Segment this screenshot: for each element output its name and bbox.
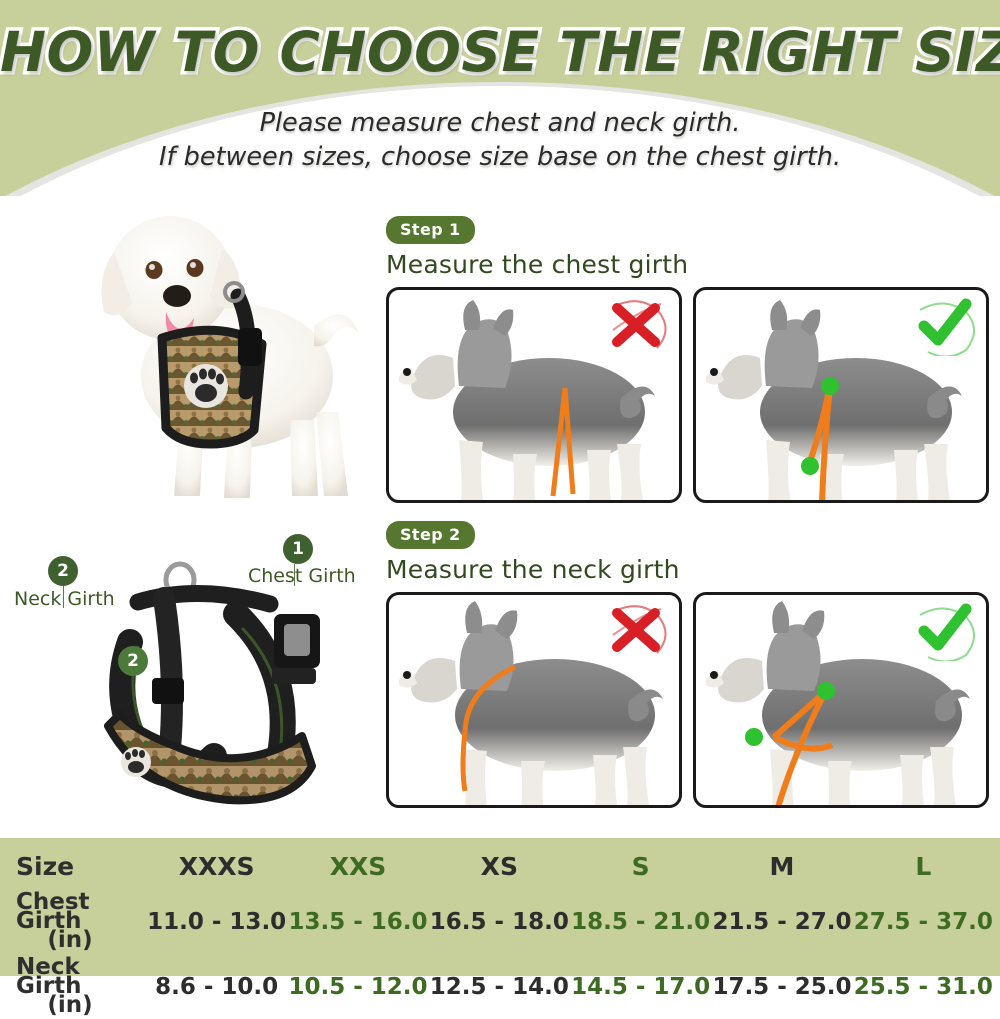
- dog-wearing-harness-photo: [101, 216, 358, 498]
- chest-girth-l: 27.5 - 37.0: [853, 908, 993, 935]
- row-label-neck-girth-text: Neck Girth: [16, 954, 82, 999]
- subtitle-line-1: Please measure chest and neck girth.: [259, 108, 741, 138]
- chest-girth-xs: 16.5 - 18.0: [429, 908, 569, 935]
- row-label-chest-girth: Chest Girth (in): [8, 889, 146, 954]
- step-1-pill: Step 1: [386, 216, 475, 244]
- chest-girth-xxs: 13.5 - 16.0: [288, 908, 428, 935]
- neck-girth-xxs: 10.5 - 12.0: [288, 973, 428, 1000]
- row-label-size: Size: [16, 852, 75, 881]
- neck-girth-xxxs: 8.6 - 10.0: [155, 973, 279, 1000]
- table-row-chest-girth: Chest Girth (in) 11.0 - 13.0 13.5 - 16.0…: [8, 889, 994, 954]
- row-label-neck-girth: Neck Girth (in): [8, 954, 146, 1019]
- step-2-block: Step 2 Measure the neck girth: [386, 521, 989, 808]
- row-label-chest-girth-text: Chest Girth: [16, 889, 90, 934]
- size-header-s: S: [631, 852, 650, 881]
- step-2-panel-row: [386, 592, 989, 808]
- header-banner: [0, 0, 1000, 196]
- page-title: HOW TO CHOOSE THE RIGHT SIZE: [0, 17, 1000, 88]
- product-column: [0, 180, 375, 830]
- chest-girth-s: 18.5 - 21.0: [571, 908, 711, 935]
- row-label-chest-girth-unit: (in): [47, 927, 93, 953]
- table-header-row: Size XXXS XXS XS S M L: [8, 848, 994, 889]
- measure-endpoint-dot: [821, 377, 839, 395]
- size-header-xs: XS: [480, 852, 518, 881]
- step-1-heading: Measure the chest girth: [386, 250, 689, 279]
- schnauzer-correct-chest-illustration: [705, 300, 962, 500]
- callout-badge-chest: 1: [283, 534, 313, 564]
- check-icon: [918, 603, 975, 661]
- step-2-pill: Step 2: [386, 521, 475, 549]
- size-header-m: M: [769, 852, 795, 881]
- neck-girth-m: 17.5 - 25.0: [712, 973, 852, 1000]
- callout-label-neck-girth: Neck Girth: [14, 588, 115, 610]
- chest-girth-xxxs: 11.0 - 13.0: [147, 908, 287, 935]
- cross-icon: [612, 300, 667, 349]
- cross-icon: [612, 605, 667, 654]
- size-header-l: L: [915, 852, 932, 881]
- neck-girth-s: 14.5 - 17.0: [571, 973, 711, 1000]
- chest-girth-leader-line: [294, 564, 295, 586]
- step-1-block: Step 1 Measure the chest girth: [386, 216, 989, 503]
- step-2-correct-panel: [693, 592, 989, 808]
- harness-strap-badge-2: 2: [118, 646, 148, 676]
- size-header-xxs: XXS: [329, 852, 387, 881]
- schnauzer-incorrect-neck-illustration: [398, 601, 663, 805]
- neck-girth-l: 25.5 - 31.0: [853, 973, 993, 1000]
- callout-label-chest-girth: Chest Girth: [248, 565, 356, 587]
- step-1-panel-row: [386, 287, 989, 503]
- step-1-correct-panel: [693, 287, 989, 503]
- step-2-incorrect-panel: [386, 592, 682, 808]
- schnauzer-incorrect-chest-illustration: [398, 300, 655, 500]
- neck-girth-leader-line: [63, 586, 64, 608]
- measure-endpoint-dot: [817, 682, 835, 700]
- size-chart-table: Size XXXS XXS XS S M L Chest Girth (in) …: [0, 838, 1000, 1017]
- step-1-incorrect-panel: [386, 287, 682, 503]
- harness-product-image: [104, 561, 320, 805]
- step-2-heading: Measure the neck girth: [386, 555, 680, 584]
- subtitle-line-2: If between sizes, choose size base on th…: [159, 142, 841, 172]
- schnauzer-correct-neck-illustration: [705, 601, 970, 805]
- measure-endpoint-dot: [745, 728, 763, 746]
- check-icon: [918, 298, 975, 356]
- neck-girth-xs: 12.5 - 14.0: [429, 973, 569, 1000]
- subtitle: Please measure chest and neck girth. If …: [0, 106, 1000, 174]
- size-header-xxxs: XXXS: [178, 852, 255, 881]
- chest-girth-m: 21.5 - 27.0: [712, 908, 852, 935]
- measure-endpoint-dot: [801, 457, 819, 475]
- callout-badge-neck: 2: [48, 556, 78, 586]
- table-row-neck-girth: Neck Girth (in) 8.6 - 10.0 10.5 - 12.0 1…: [8, 954, 994, 1019]
